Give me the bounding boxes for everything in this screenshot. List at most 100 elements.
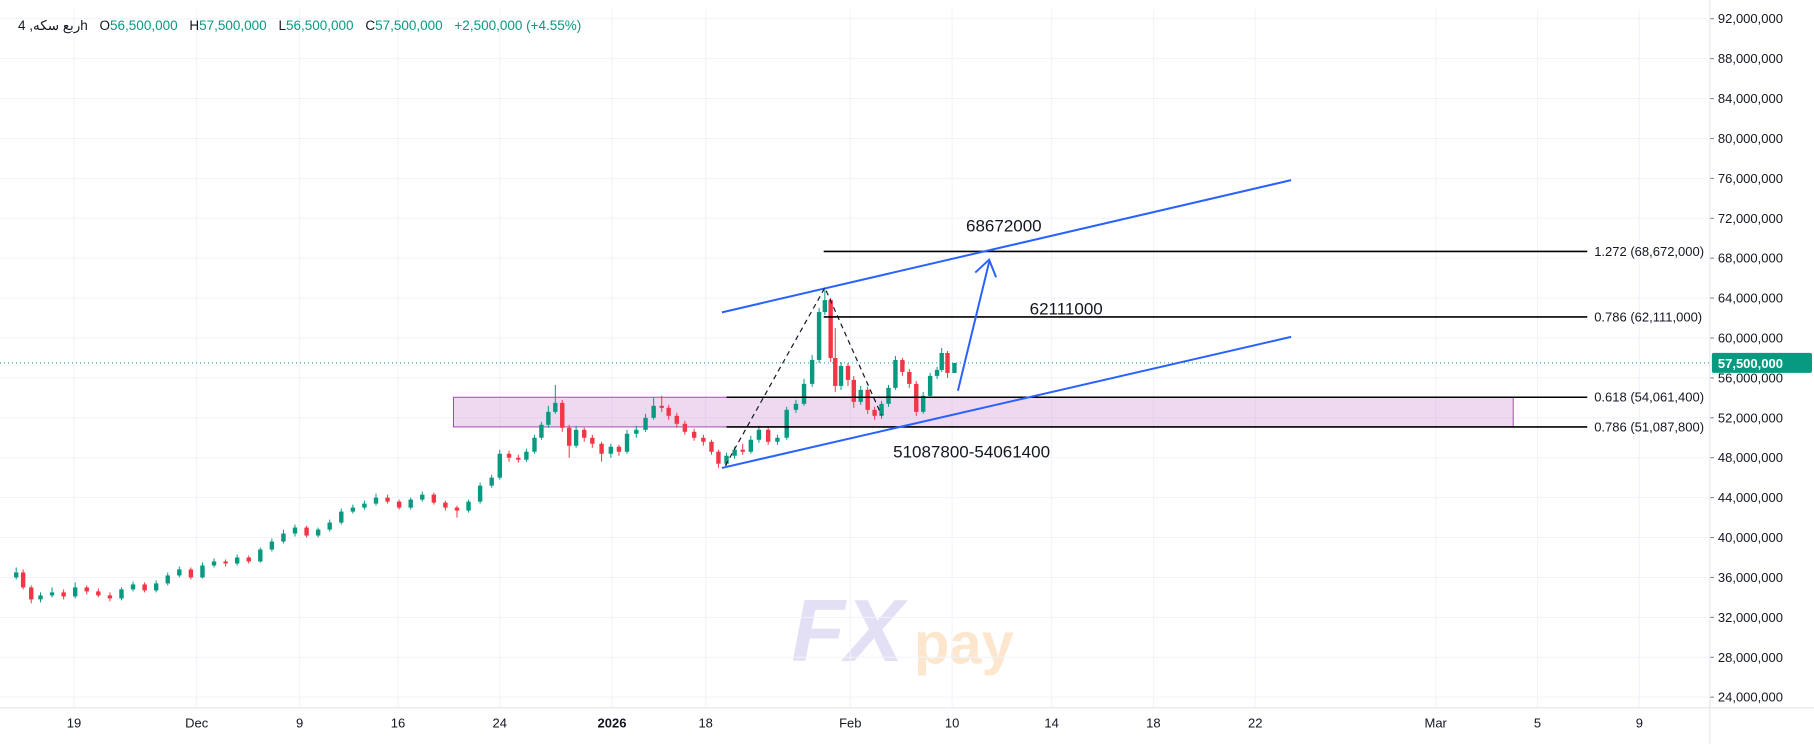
x-tick-label: 2026: [598, 716, 627, 731]
ohlc-c: C57,500,000: [365, 18, 442, 33]
candle-body: [539, 424, 544, 438]
ohlc-value: 56,500,000: [285, 18, 354, 33]
candle-body: [952, 362, 957, 373]
symbol: ربع سکه, 4h: [18, 18, 88, 33]
y-tick-label: 32,000,000: [1718, 610, 1783, 625]
candle-body: [13, 572, 19, 578]
candle-body: [886, 387, 891, 404]
candle-body: [907, 371, 912, 384]
annotation: 51087800-54061400: [893, 442, 1050, 461]
candle-body: [573, 429, 579, 446]
arrow-head: [974, 257, 998, 278]
channel-upper: [721, 179, 1292, 314]
fib-label: 0.618 (54,061,400): [1594, 390, 1704, 405]
y-tick-label: 52,000,000: [1718, 410, 1783, 425]
candle-body: [61, 592, 66, 597]
candle-body: [801, 383, 807, 404]
candle-body: [822, 300, 828, 313]
candle-body: [634, 429, 639, 434]
candle-body: [96, 591, 101, 596]
candle-body: [934, 369, 940, 376]
candle-body: [130, 584, 136, 590]
candle-body: [716, 451, 721, 464]
candle-body: [616, 446, 622, 452]
zigzag: [724, 286, 883, 466]
candle-body: [945, 352, 950, 373]
candle-body: [466, 501, 471, 511]
candle-body: [362, 503, 367, 508]
candle-body: [396, 501, 402, 508]
y-tick-label: 68,000,000: [1718, 251, 1783, 266]
candle-body: [900, 359, 905, 372]
x-tick-label: 18: [698, 716, 712, 731]
ohlc-key: C: [365, 18, 376, 33]
candle-body: [765, 429, 771, 442]
ohlc-key: H: [189, 18, 200, 33]
x-tick-label: 18: [1146, 716, 1160, 731]
candle-body: [489, 477, 494, 486]
candle-body: [142, 584, 147, 591]
candle-body: [939, 352, 944, 370]
candle-body: [608, 446, 614, 454]
candle-body: [516, 457, 521, 460]
x-tick-label: 9: [296, 716, 303, 731]
candle-body: [281, 533, 286, 542]
candle-body: [553, 402, 558, 412]
candle-body: [624, 433, 630, 452]
candle-body: [350, 507, 356, 512]
candle-body: [153, 583, 159, 591]
ohlc-key: L: [278, 18, 286, 33]
candle-body: [327, 522, 332, 530]
candle-body: [709, 441, 714, 452]
candle-body: [29, 587, 34, 600]
x-tick-label: 5: [1534, 716, 1541, 731]
candle-body: [879, 403, 884, 416]
candle-body: [385, 497, 390, 502]
candle-body: [893, 359, 898, 388]
candle-body: [304, 527, 309, 536]
candle-body: [200, 565, 205, 578]
watermark: pay: [914, 611, 1014, 676]
candle-body: [454, 507, 460, 511]
fib-label: 0.786 (62,111,000): [1594, 309, 1702, 324]
candle-body: [659, 405, 664, 408]
candle-body: [546, 411, 551, 425]
candle-body: [920, 395, 926, 412]
x-tick-label: Mar: [1425, 716, 1448, 731]
candle-body: [865, 389, 870, 410]
y-tick-label: 72,000,000: [1718, 211, 1783, 226]
last-price-box: [1711, 352, 1812, 373]
candle-body: [177, 569, 182, 576]
candle-body: [339, 511, 344, 523]
candle-body: [20, 572, 26, 588]
y-tick-label: 44,000,000: [1718, 490, 1783, 505]
ohlc-h: H57,500,000: [189, 18, 266, 33]
candle-body: [851, 379, 856, 402]
candle-body: [927, 375, 933, 396]
zone: [453, 396, 1514, 428]
x-tick-label: 16: [391, 716, 405, 731]
candle-body: [234, 557, 240, 564]
candle-body: [119, 589, 124, 599]
candle-body: [599, 443, 604, 454]
candle-body: [858, 389, 863, 402]
candle-body: [443, 502, 448, 508]
y-tick-label: 56,000,000: [1718, 370, 1783, 385]
candle-body: [431, 494, 437, 503]
candle-body: [582, 429, 587, 438]
ohlc-value: 57,500,000: [199, 18, 267, 33]
y-tick-label: 60,000,000: [1718, 330, 1783, 345]
y-tick-label: 84,000,000: [1718, 91, 1783, 106]
y-tick-label: 40,000,000: [1718, 530, 1783, 545]
candle-body: [838, 365, 844, 386]
candle-body: [269, 541, 275, 550]
candle-body: [477, 485, 483, 502]
candle-body: [373, 497, 379, 504]
candle-body: [38, 595, 43, 600]
ohlc-key: O: [99, 18, 111, 33]
x-tick-label: 24: [493, 716, 507, 731]
x-tick-label: 14: [1044, 716, 1058, 731]
candle-body: [107, 595, 113, 599]
price-change: +2,500,000 (+4.55%): [454, 18, 582, 33]
